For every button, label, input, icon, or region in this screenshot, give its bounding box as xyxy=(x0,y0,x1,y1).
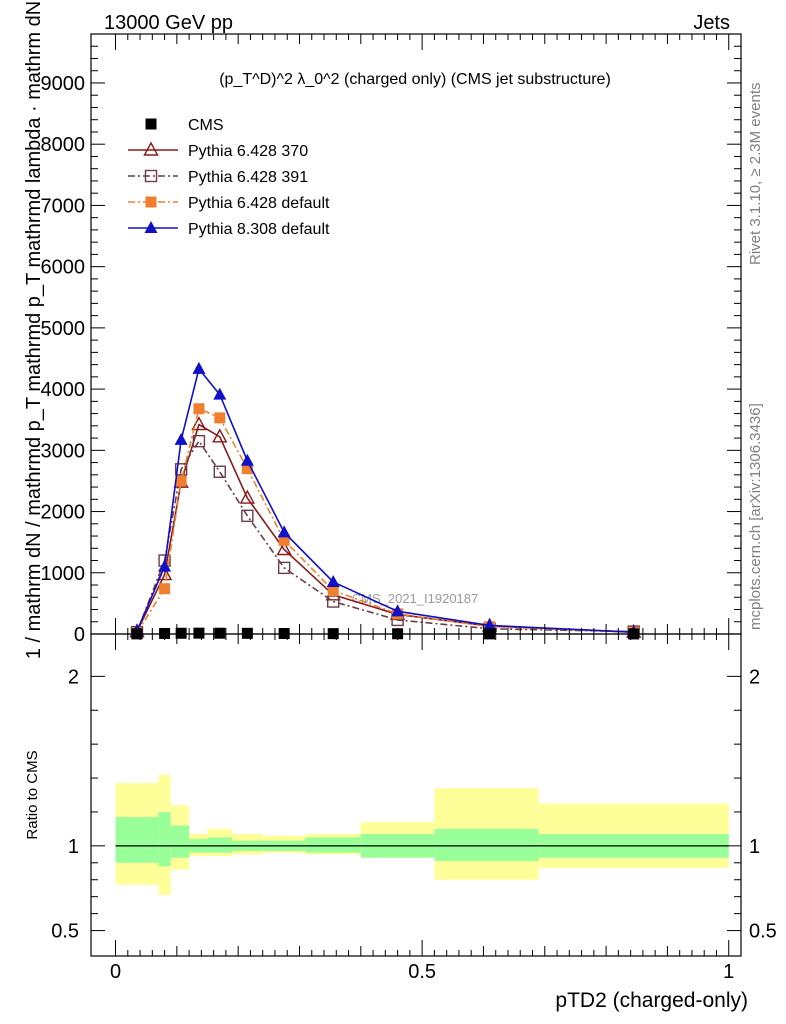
x-tick-label: 1 xyxy=(723,961,734,983)
series-pythia-6-428-391 xyxy=(130,434,640,639)
data-point xyxy=(241,509,254,523)
y-tick-label: 4000 xyxy=(41,379,86,401)
legend-entry: CMS xyxy=(145,117,224,134)
y-tick-label: 5000 xyxy=(41,318,86,340)
ratio-band-inner xyxy=(158,811,171,867)
main-panel: (p_T^D)^2 λ_0^2 (charged only) (CMS jet … xyxy=(23,1,742,659)
main-title: (p_T^D)^2 λ_0^2 (charged only) (CMS jet … xyxy=(219,71,611,88)
data-point xyxy=(159,583,171,595)
series-line xyxy=(136,439,634,633)
ratio-y-tick-label-right: 0.5 xyxy=(749,921,777,943)
data-point xyxy=(174,432,188,445)
y-tick-label: 0 xyxy=(74,624,85,646)
legend-label: Pythia 6.428 370 xyxy=(188,143,308,160)
data-point xyxy=(241,463,253,475)
x-axis-label: pTD2 (charged-only) xyxy=(555,989,748,1012)
legend-entry: Pythia 8.308 default xyxy=(128,221,330,238)
y-tick-label: 2000 xyxy=(41,502,86,524)
legend-label: CMS xyxy=(188,117,224,134)
data-point xyxy=(193,403,205,415)
y-tick-label: 1000 xyxy=(41,563,86,585)
x-tick-label: 0 xyxy=(110,961,121,983)
data-point xyxy=(326,574,340,587)
ratio-frame xyxy=(90,633,742,957)
data-point xyxy=(213,387,227,400)
data-point xyxy=(214,412,226,424)
rivet-label: Rivet 3.1.10, ≥ 2.3M events xyxy=(747,83,764,266)
ratio-band-inner xyxy=(305,837,361,853)
data-point xyxy=(278,534,290,546)
legend-label: Pythia 6.428 default xyxy=(188,195,330,212)
data-point xyxy=(175,627,187,639)
data-point xyxy=(192,361,206,374)
data-point xyxy=(175,475,187,487)
data-point xyxy=(277,525,291,538)
data-point xyxy=(192,434,206,448)
y-tick-label: 7000 xyxy=(41,195,86,217)
data-point xyxy=(327,585,339,597)
ratio-y-tick-label: 1 xyxy=(68,836,79,858)
series-layer xyxy=(129,361,642,640)
data-point xyxy=(276,541,292,556)
mcplots-label: mcplots.cern.ch [arXiv:1306.3436] xyxy=(747,403,764,630)
data-point xyxy=(239,489,256,504)
ratio-band-inner xyxy=(115,817,159,863)
data-point xyxy=(214,627,226,639)
ratio-y-tick-label-right: 1 xyxy=(749,836,760,858)
legend-label: Pythia 6.428 391 xyxy=(188,169,308,186)
legend-entry: Pythia 6.428 391 xyxy=(128,169,308,186)
ratio-panel: 0.5 0.5 1 1 2 2 0 0.5 1 Ratio to CMS pTD2 (charg… xyxy=(24,633,777,1012)
data-point xyxy=(391,604,405,617)
data-point xyxy=(241,627,253,639)
data-point xyxy=(212,428,228,443)
data-point xyxy=(158,559,172,572)
ratio-y-tick-label-right: 2 xyxy=(749,666,760,688)
y-tick-label: 6000 xyxy=(41,257,86,279)
watermark: CMS_2021_I1920187 xyxy=(352,591,479,606)
legend-entry: Pythia 6.428 370 xyxy=(128,141,308,160)
main-y-axis-label: 1 / mathrm dN / mathrmd p_T mathrmd p_T … xyxy=(23,1,45,659)
ratio-y-tick-label: 2 xyxy=(68,666,79,688)
ratio-bands xyxy=(115,774,729,895)
data-point xyxy=(193,627,205,639)
legend-marker xyxy=(145,196,157,208)
data-point xyxy=(213,465,226,478)
legend-label: Pythia 8.308 default xyxy=(188,221,330,238)
ratio-band-inner xyxy=(170,825,190,858)
ratio-band-inner xyxy=(207,837,233,853)
legend-marker xyxy=(144,221,158,233)
main-axes: 0 1000 2000 3000 4000 5000 6000 7000 8000 9000 xyxy=(41,33,742,646)
ratio-y-axis-label: Ratio to CMS xyxy=(24,750,41,839)
data-point xyxy=(327,595,340,608)
data-point xyxy=(483,618,497,631)
y-tick-label: 3000 xyxy=(41,440,86,462)
y-tick-label: 9000 xyxy=(41,73,86,95)
ratio-band-inner xyxy=(434,828,539,862)
energy-label: 13000 GeV pp xyxy=(104,12,233,34)
x-tick-label: 0.5 xyxy=(408,961,436,983)
y-tick-label: 8000 xyxy=(41,134,86,156)
legend-marker xyxy=(143,141,159,156)
legend-marker xyxy=(144,169,158,183)
legend: CMS Pythia 6.428 370 Pythia 6.428 391 Pythi… xyxy=(128,117,330,238)
data-point xyxy=(240,453,254,466)
legend-entry: Pythia 6.428 default xyxy=(128,195,330,212)
legend-marker xyxy=(145,118,157,130)
ratio-y-tick-label: 0.5 xyxy=(51,921,79,943)
data-point xyxy=(277,561,291,575)
process-label: Jets xyxy=(693,12,730,34)
ratio-axes: 0.5 0.5 1 1 2 2 0 0.5 1 xyxy=(51,633,777,983)
data-point xyxy=(174,463,188,476)
